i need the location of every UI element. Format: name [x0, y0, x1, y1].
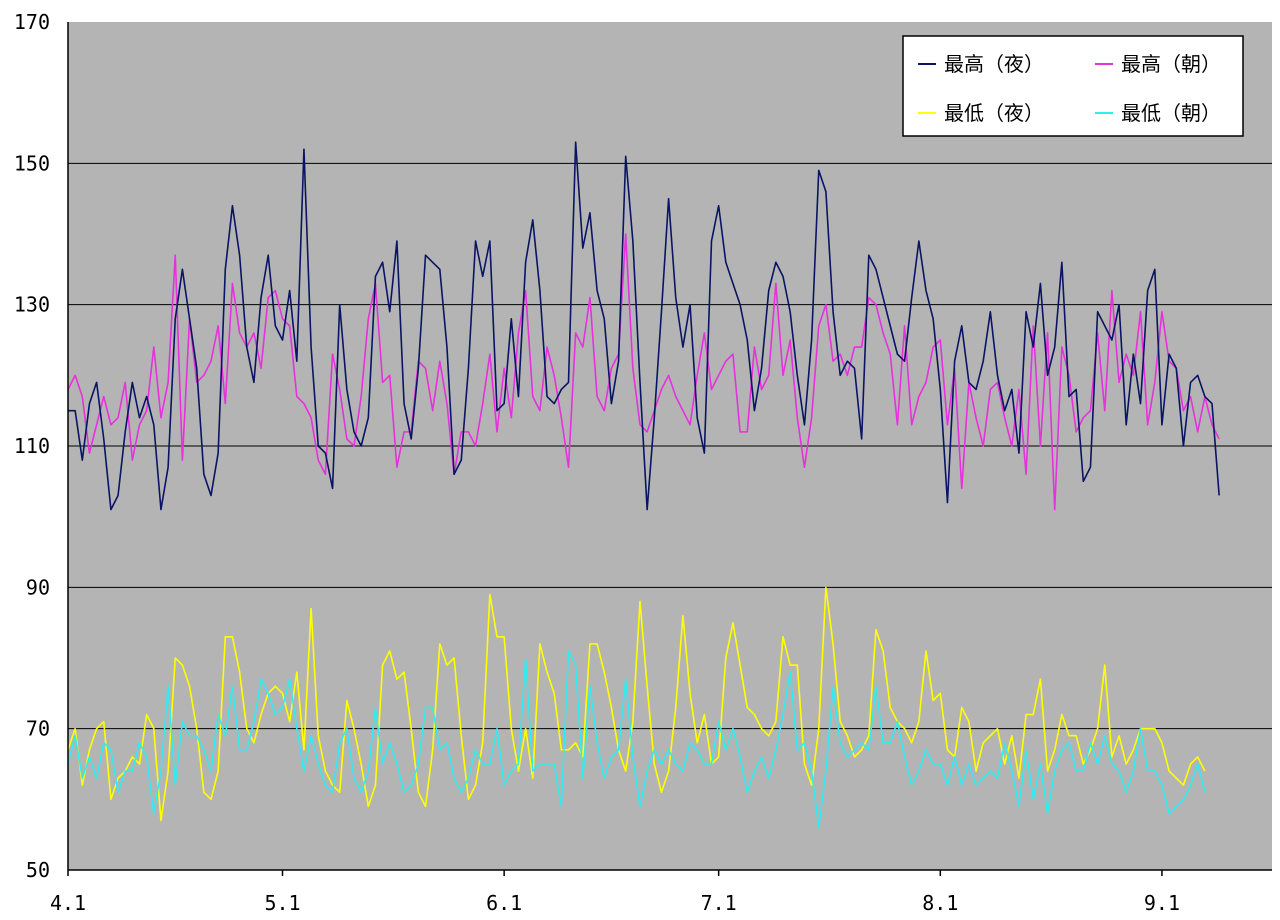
legend-label: 最高（朝） — [1121, 52, 1221, 76]
series-line-2 — [67, 586, 1206, 822]
y-tick-label: 170 — [14, 10, 50, 34]
y-tick-label: 150 — [14, 151, 50, 175]
legend-label: 最低（朝） — [1121, 101, 1221, 125]
y-axis-ticks: 50 70 90 110 130 150 170 — [14, 10, 50, 882]
x-tick-label: 7.1 — [701, 891, 737, 915]
legend-box — [902, 35, 1244, 137]
x-tick-label: 6.1 — [486, 891, 522, 915]
x-tick-label: 4.1 — [50, 891, 86, 915]
series-line-3 — [67, 650, 1206, 829]
legend: 最高（夜） 最高（朝） 最低（夜） 最低（朝） — [902, 35, 1244, 137]
y-tick-label: 50 — [26, 858, 50, 882]
x-tick-label: 8.1 — [922, 891, 958, 915]
grid-lines — [68, 162, 1272, 730]
y-tick-label: 70 — [26, 717, 50, 741]
x-tick-label: 5.1 — [264, 891, 300, 915]
x-axis-ticks: 4.1 5.1 6.1 7.1 8.1 9.1 — [50, 870, 1180, 915]
series-line-1 — [67, 233, 1220, 511]
legend-label: 最低（夜） — [944, 101, 1044, 125]
series-lines — [67, 141, 1220, 829]
y-tick-label: 130 — [14, 293, 50, 317]
series-line-0 — [68, 141, 1220, 511]
x-tick-label: 9.1 — [1144, 891, 1180, 915]
y-tick-label: 90 — [26, 575, 50, 599]
legend-label: 最高（夜） — [944, 52, 1044, 76]
y-tick-label: 110 — [14, 434, 50, 458]
